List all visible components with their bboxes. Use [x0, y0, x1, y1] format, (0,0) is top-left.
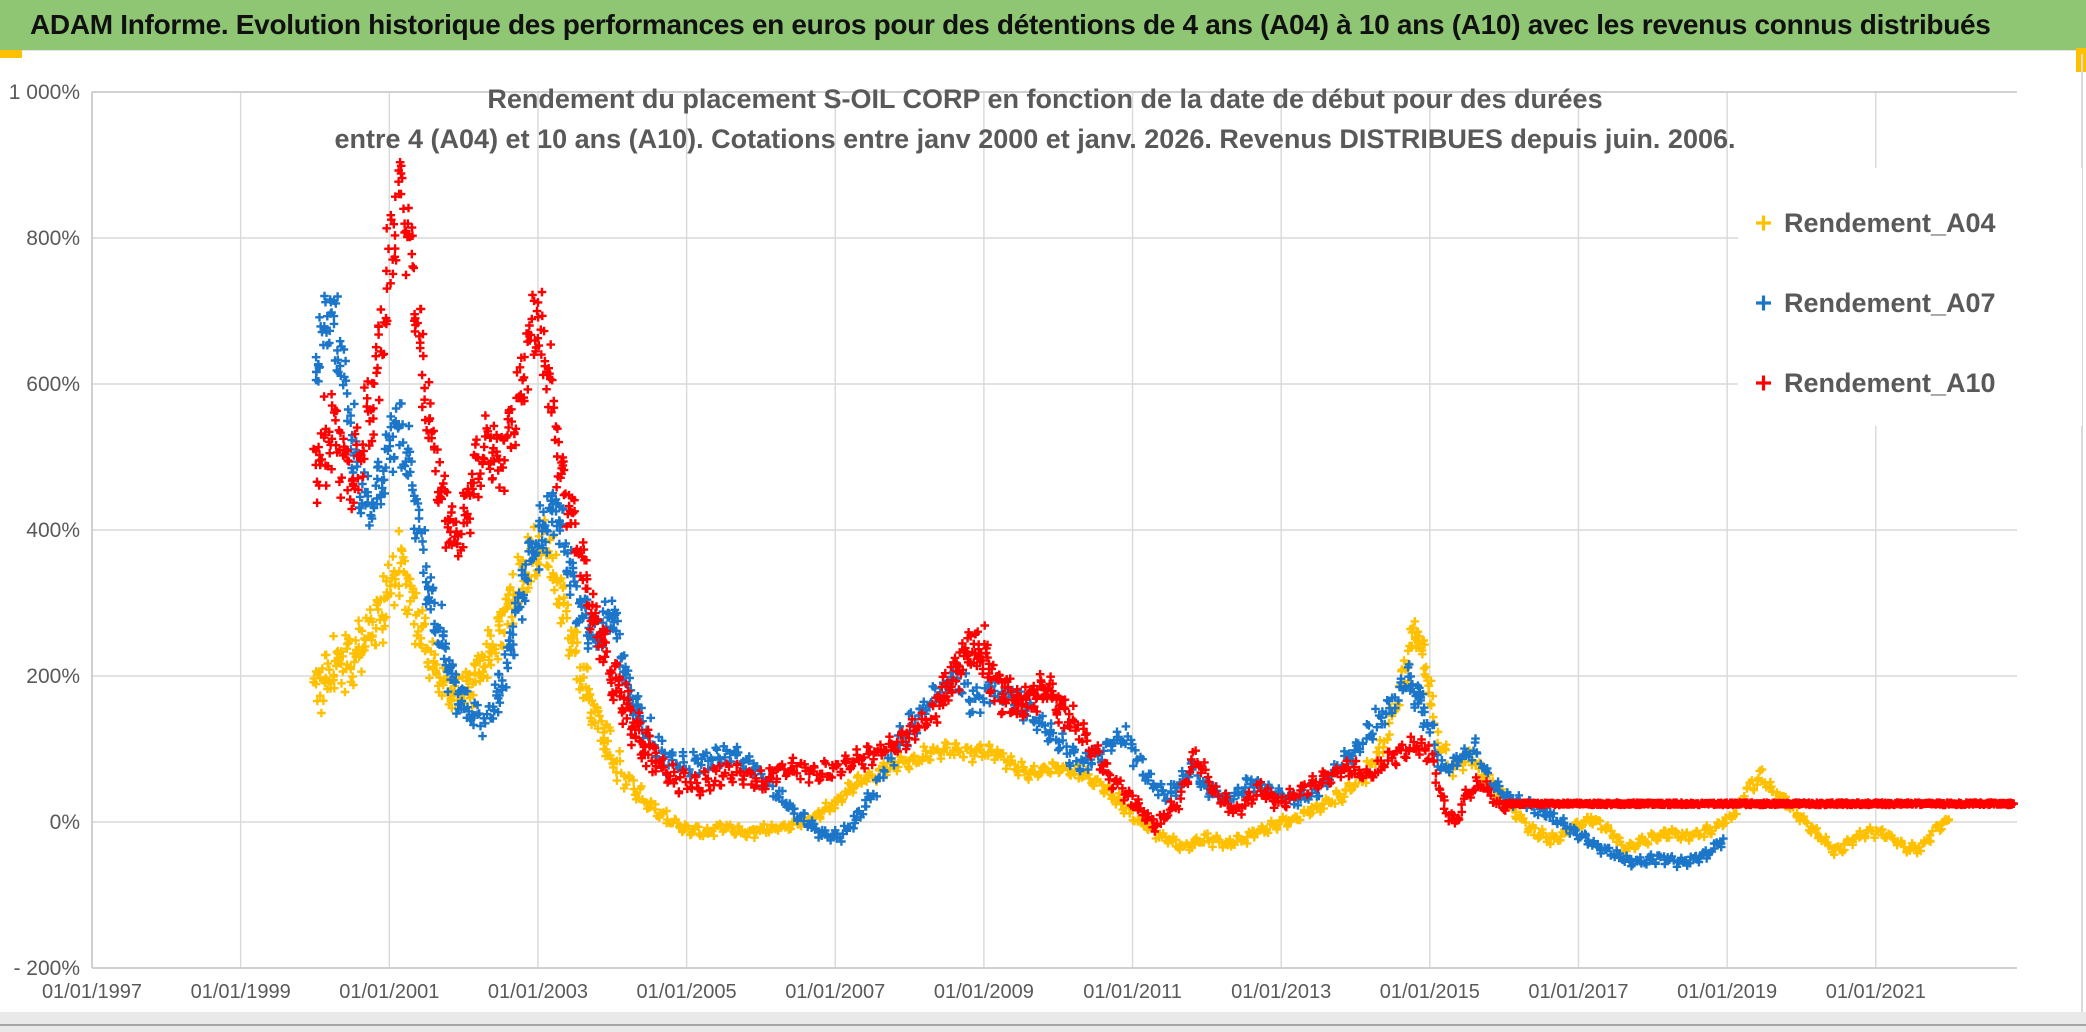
worksheet-bottom-line: [0, 1024, 2086, 1026]
x-tick-label: 01/01/2011: [1083, 981, 1182, 1003]
y-tick-label: 0%: [50, 811, 80, 834]
legend-label: Rendement_A10: [1784, 368, 1996, 398]
y-tick-label: 400%: [26, 519, 80, 542]
x-tick-label: 01/01/2001: [339, 981, 439, 1003]
x-tick-label: 01/01/1999: [191, 981, 291, 1003]
x-tick-label: 01/01/1997: [42, 981, 142, 1003]
legend-marker-plus-icon: [1756, 375, 1771, 391]
x-tick-label: 01/01/2019: [1677, 981, 1777, 1003]
chart-object-edge: [2081, 54, 2083, 1012]
y-tick-label: - 200%: [13, 957, 80, 980]
x-tick-label: 01/01/2007: [785, 981, 885, 1003]
x-tick-label: 01/01/2017: [1528, 981, 1628, 1003]
legend-box: [1738, 168, 2082, 426]
y-tick-label: 200%: [26, 665, 80, 688]
header-title: ADAM Informe. Evolution historique des p…: [30, 9, 1991, 40]
x-axis-labels: 01/01/1997 01/01/1999 01/01/2001 01/01/2003…: [42, 981, 1926, 1003]
header-banner: ADAM Informe. Evolution historique des p…: [0, 0, 2086, 51]
y-tick-label: 600%: [26, 373, 80, 396]
gold-accent-left: [0, 50, 22, 58]
chart-title: Rendement du placement S-OIL CORP en fon…: [335, 84, 1736, 154]
legend-item: Rendement_A07: [1756, 288, 1996, 318]
plot-border: [91, 91, 2017, 969]
worksheet-bottom-strip: [0, 1012, 2086, 1032]
legend: Rendement_A04 Rendement_A07 Rendement_A10: [1738, 168, 2082, 426]
chart-title-line2: entre 4 (A04) et 10 ans (A10). Cotations…: [335, 124, 1736, 154]
legend-marker-plus-icon: [1756, 215, 1771, 231]
x-tick-label: 01/01/2015: [1380, 981, 1480, 1003]
legend-label: Rendement_A07: [1784, 288, 1996, 318]
legend-marker-plus-icon: [1756, 295, 1771, 311]
x-tick-label: 01/01/2021: [1826, 981, 1926, 1003]
x-tick-label: 01/01/2013: [1231, 981, 1331, 1003]
y-tick-label: 1 000%: [9, 81, 80, 104]
legend-label: Rendement_A04: [1784, 208, 1996, 238]
y-axis-labels: 1 000% 800% 600% 400% 200% 0% - 200%: [9, 81, 80, 980]
y-tick-label: 800%: [26, 227, 80, 250]
gridlines: [91, 91, 2017, 969]
chart-title-line1: Rendement du placement S-OIL CORP en fon…: [487, 84, 1602, 114]
x-tick-label: 01/01/2003: [488, 981, 588, 1003]
legend-item: Rendement_A10: [1756, 368, 1996, 398]
x-tick-label: 01/01/2009: [934, 981, 1034, 1003]
series-points-rendement_a10: [309, 157, 2018, 836]
x-tick-label: 01/01/2005: [637, 981, 737, 1003]
legend-item: Rendement_A04: [1756, 208, 1996, 238]
